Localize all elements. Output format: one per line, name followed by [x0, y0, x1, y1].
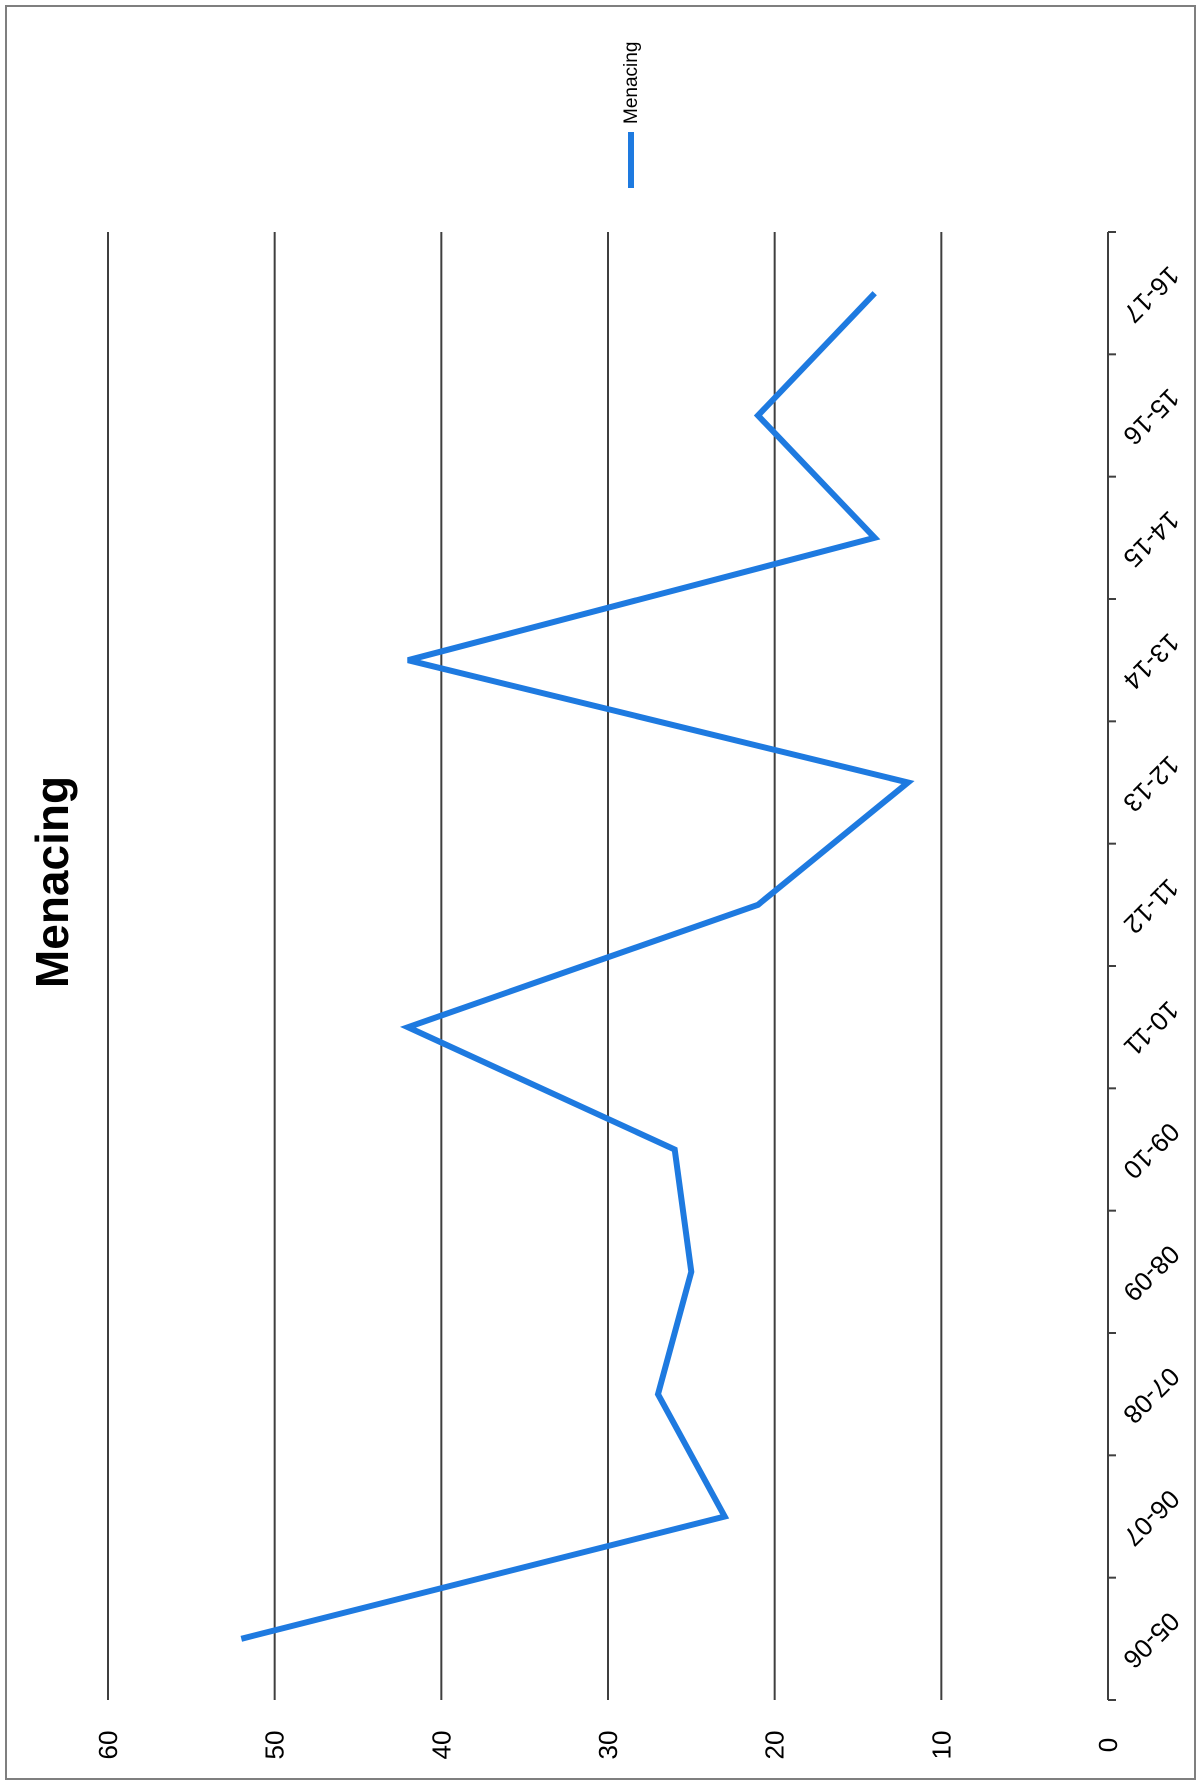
grid-layer [107, 232, 943, 1700]
y-tick-label: 0 [1093, 1738, 1123, 1752]
y-tick-label: 30 [593, 1731, 623, 1760]
y-tick-label: 10 [926, 1731, 956, 1760]
y-tick-label: 60 [93, 1731, 123, 1760]
axis-layer [1107, 231, 1116, 1701]
legend: Menacing [621, 42, 642, 188]
chart-title: Menacing [26, 776, 78, 988]
y-tick-label: 20 [760, 1731, 790, 1760]
series-layer [240, 291, 915, 1642]
series-line [240, 291, 915, 1642]
chart-frame [5, 5, 1196, 1780]
y-tick-label: 40 [426, 1731, 456, 1760]
y-tick-label: 50 [260, 1731, 290, 1760]
legend-label: Menacing [621, 42, 642, 124]
